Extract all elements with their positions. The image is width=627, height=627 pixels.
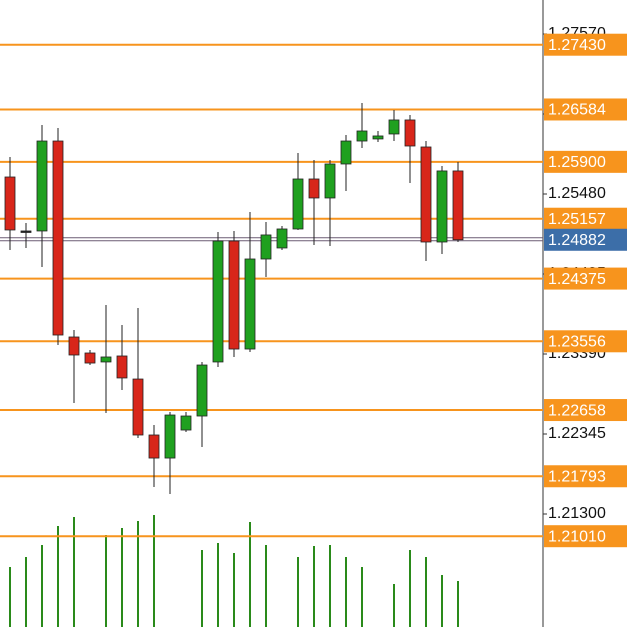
candle-body [404,119,416,147]
candle-body [388,119,400,135]
volume-bar [361,567,363,627]
level-label-box [544,525,627,548]
candle-body [356,130,368,142]
candle-body [420,146,432,243]
candle-body [308,178,320,199]
level-label: 1.22658 [548,402,606,419]
candle-body [180,415,192,431]
level-label: 1.21793 [548,468,606,485]
volume-bar [265,545,267,627]
level-label-box [544,267,627,290]
volume-bar [57,526,59,627]
candle-body [196,364,208,417]
volume-bar [425,557,427,627]
volume-bar [217,543,219,627]
candle-body [68,336,80,356]
volume-bar [121,528,123,627]
y-tick-label: 1.21300 [548,505,606,522]
candle-body [4,176,16,231]
volume-bar [233,553,235,627]
candle-body [260,234,272,260]
volume-bar [409,550,411,627]
candle-body [276,228,288,249]
volume-bar [393,584,395,627]
volume-bar [329,545,331,627]
level-label-box [544,330,627,353]
candle-body [324,163,336,199]
volume-bar [201,550,203,627]
current-price-label: 1.24882 [548,232,606,249]
level-label: 1.24375 [548,271,606,288]
candle-body [212,240,224,363]
level-label-box [544,98,627,121]
candle-body [228,240,240,350]
volume-bar [9,567,11,627]
candle-body [52,140,64,336]
candle-body [340,140,352,165]
volume-bar [249,522,251,627]
level-label: 1.25900 [548,154,606,171]
level-label: 1.25157 [548,211,606,228]
level-label: 1.27430 [548,37,606,54]
volume-bar [441,575,443,627]
candle-body [452,170,464,241]
volume-bar [137,521,139,627]
volume-bar [297,557,299,627]
level-label: 1.21010 [548,528,606,545]
y-tick-label: 1.22345 [548,425,606,442]
volume-bar [41,545,43,627]
candle-body [20,230,32,233]
level-label-box [544,33,627,56]
volume-bar [345,557,347,627]
candle-body [100,356,112,363]
level-label: 1.26584 [548,102,606,119]
candle-body [132,378,144,436]
candle-body [36,140,48,232]
candle-body [164,414,176,459]
candle-body [244,258,256,350]
volume-bar [457,581,459,627]
level-label-box [544,465,627,488]
current-price-box [544,228,627,251]
level-label-box [544,150,627,173]
level-label-box [544,207,627,230]
level-label-box [544,399,627,422]
candle-body [116,355,128,379]
y-tick-label: 1.25480 [548,185,606,202]
candle-body [292,178,304,230]
volume-bar [73,517,75,627]
volume-bar [105,535,107,627]
volume-bar [25,557,27,627]
candle-body [84,352,96,364]
volume-bar [313,546,315,627]
candle-body [372,135,384,140]
volume-bar [153,515,155,627]
level-label: 1.23556 [548,334,606,351]
candle-body [148,434,160,459]
candle-body [436,170,448,243]
